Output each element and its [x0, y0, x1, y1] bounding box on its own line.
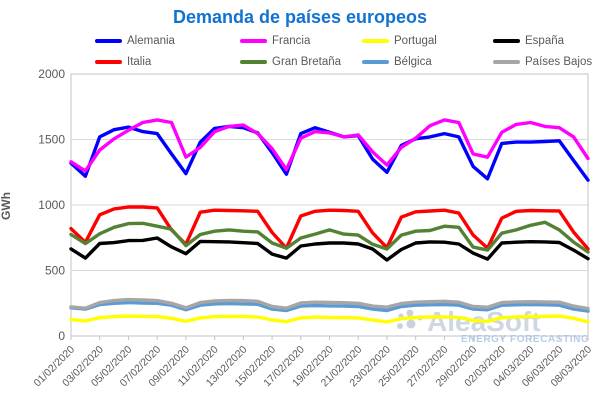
series-line-belgica — [69, 300, 590, 313]
legend-item-alemania: Alemania — [95, 34, 175, 48]
watermark-logo-dot — [397, 323, 403, 329]
legend-label: Gran Bretaña — [272, 56, 342, 68]
series-line-italia — [69, 205, 590, 251]
legend-swatch-belgica — [362, 60, 389, 64]
legend-label: Italia — [127, 56, 152, 68]
legend-item-portugal: Portugal — [362, 34, 437, 48]
y-tick-label: 1000 — [38, 198, 65, 212]
series-line-gran-bretana — [69, 220, 590, 254]
series-line-espana — [69, 236, 590, 262]
legend-label: España — [525, 35, 565, 47]
legend-swatch-espana — [493, 39, 520, 43]
legend-label: Portugal — [394, 35, 437, 47]
series-line-portugal — [69, 314, 590, 324]
legend-label: Bélgica — [394, 56, 432, 68]
legend-item-gran-bretana: Gran Bretaña — [240, 55, 341, 69]
legend-swatch-francia — [240, 39, 267, 43]
y-tick-label: 1500 — [38, 133, 65, 147]
y-tick-label: 500 — [45, 264, 65, 278]
legend-swatch-portugal — [362, 39, 389, 43]
y-tick-label: 0 — [58, 329, 65, 343]
legend-item-paises-bajos: Países Bajos — [493, 55, 592, 69]
legend-item-italia: Italia — [95, 55, 151, 69]
legend-label: Alemania — [127, 35, 175, 47]
legend-item-espana: España — [493, 34, 564, 48]
legend-item-belgica: Bélgica — [362, 55, 432, 69]
legend-swatch-gran-bretana — [240, 60, 267, 64]
watermark-logo-dot — [406, 319, 416, 329]
legend-label: Países Bajos — [525, 56, 593, 68]
legend-swatch-paises-bajos — [493, 60, 520, 64]
legend-label: Francia — [272, 35, 311, 47]
chart-title: Demanda de países europeos — [172, 7, 428, 27]
legend-swatch-alemania — [95, 39, 122, 43]
y-tick-label: 2000 — [38, 67, 65, 81]
series-line-paises-bajos — [69, 297, 590, 311]
legend-item-francia: Francia — [240, 34, 310, 48]
series-line-francia — [69, 118, 590, 173]
legend-swatch-italia — [95, 60, 122, 64]
watermark-subtext: ENERGY FORECASTING — [461, 334, 589, 345]
watermark-logo-dot — [406, 309, 414, 317]
